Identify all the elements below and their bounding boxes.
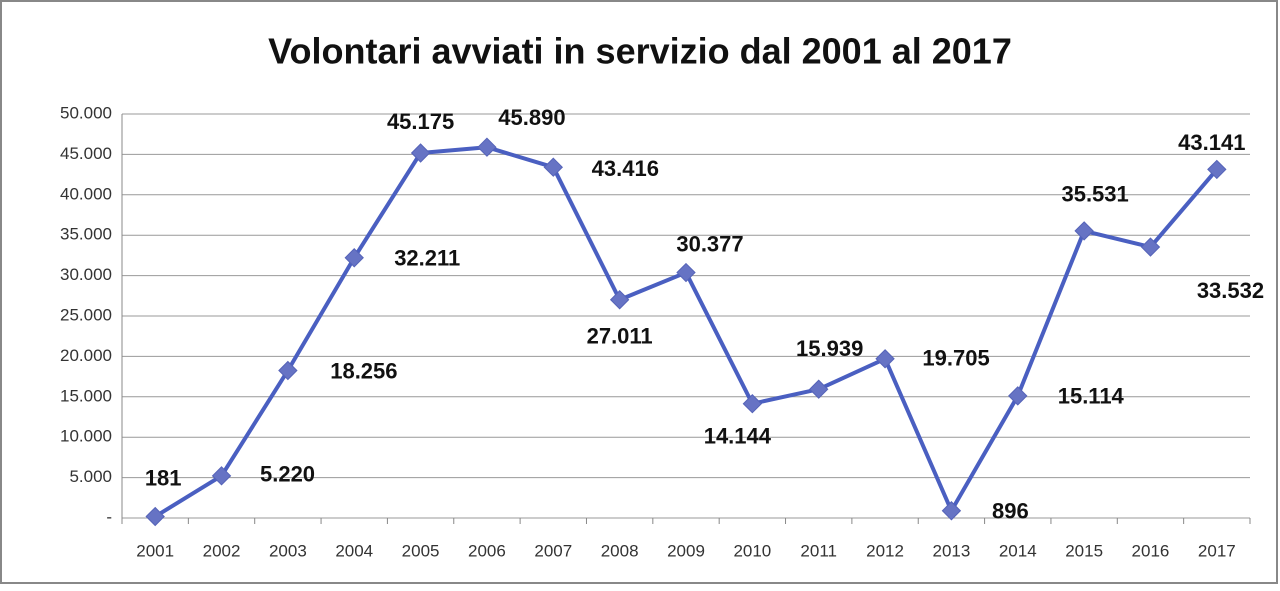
- marker: [676, 262, 696, 283]
- x-tick-label: 2016: [1132, 541, 1170, 560]
- marker: [211, 466, 232, 486]
- data-label: 35.531: [1061, 182, 1128, 207]
- data-label: 27.011: [587, 324, 653, 349]
- marker: [875, 349, 895, 369]
- y-tick-label: 50.000: [60, 103, 112, 122]
- x-tick-label: 2003: [269, 541, 307, 560]
- x-tick-label: 2007: [534, 541, 572, 560]
- x-tick-label: 2014: [999, 541, 1037, 560]
- chart-title: Volontari avviati in servizio dal 2001 a…: [268, 31, 1012, 72]
- x-tick-label: 2002: [203, 541, 241, 560]
- x-tick-label: 2008: [601, 541, 639, 560]
- marker: [742, 394, 763, 414]
- data-label: 45.890: [498, 105, 565, 130]
- data-label: 19.705: [922, 346, 989, 371]
- y-tick-label: 40.000: [60, 184, 112, 203]
- x-tick-label: 2017: [1198, 541, 1236, 560]
- y-tick-label: 10.000: [60, 427, 112, 446]
- x-tick-label: 2010: [733, 541, 771, 560]
- x-tick-label: 2015: [1065, 541, 1103, 560]
- marker: [808, 379, 829, 399]
- data-label: 15.939: [796, 336, 863, 361]
- y-tick-label: 20.000: [60, 346, 112, 365]
- x-tick-label: 2013: [932, 541, 970, 560]
- x-tick-label: 2001: [136, 541, 174, 560]
- data-label: 181: [145, 465, 182, 490]
- marker: [145, 506, 165, 527]
- data-label: 43.141: [1178, 130, 1245, 155]
- data-label: 30.377: [676, 231, 743, 256]
- data-label: 896: [992, 499, 1029, 524]
- data-label: 45.175: [387, 109, 454, 134]
- y-tick-label: 15.000: [60, 386, 112, 405]
- x-tick-label: 2009: [667, 541, 705, 560]
- x-tick-label: 2012: [866, 541, 904, 560]
- y-tick-label: 25.000: [60, 305, 112, 324]
- data-label: 14.144: [704, 424, 772, 449]
- marker: [543, 157, 564, 177]
- data-label: 18.256: [330, 358, 397, 383]
- marker: [278, 360, 298, 381]
- marker: [1140, 237, 1161, 257]
- y-tick-label: 35.000: [60, 225, 112, 244]
- marker: [410, 143, 431, 163]
- marker: [1074, 221, 1094, 241]
- data-label: 5.220: [260, 462, 315, 487]
- x-tick-label: 2005: [402, 541, 440, 560]
- y-tick-label: 30.000: [60, 265, 112, 284]
- y-tick-label: -: [106, 507, 112, 526]
- x-tick-label: 2004: [335, 541, 373, 560]
- y-tick-label: 5.000: [69, 467, 112, 486]
- y-tick-label: 45.000: [60, 144, 112, 163]
- marker: [941, 501, 962, 521]
- marker: [344, 248, 364, 268]
- marker: [609, 290, 630, 310]
- data-label: 43.416: [592, 156, 659, 181]
- marker: [1008, 386, 1028, 406]
- x-tick-label: 2006: [468, 541, 506, 560]
- data-label: 33.532: [1197, 278, 1264, 303]
- data-label: 32.211: [394, 246, 460, 271]
- data-label: 15.114: [1058, 384, 1125, 409]
- marker: [477, 137, 497, 157]
- x-tick-label: 2011: [800, 541, 837, 560]
- marker: [1207, 159, 1227, 180]
